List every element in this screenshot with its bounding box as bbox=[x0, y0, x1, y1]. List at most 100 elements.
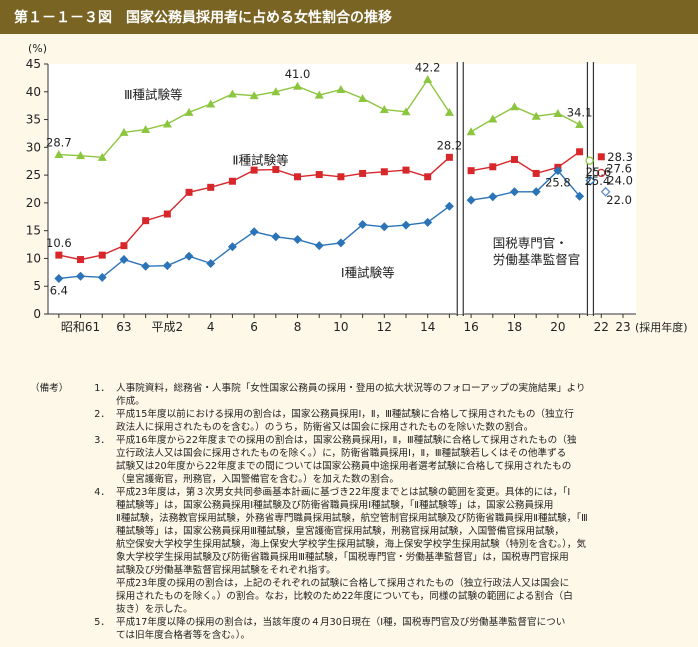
y-tick-label: 5 bbox=[33, 279, 41, 293]
data-label: 6.4 bbox=[50, 283, 68, 297]
series-label: 労働基準監督官 bbox=[493, 252, 581, 267]
note-line: 抜き）を示した。 bbox=[116, 604, 193, 615]
data-point-1 bbox=[119, 127, 129, 136]
x-tick-label: 8 bbox=[294, 320, 302, 334]
data-point-3 bbox=[336, 238, 346, 248]
note-line: 種試験等」は，国家公務員採用Ⅲ種試験，皇宮護衛官採用試験，刑務官採用試験，入国警… bbox=[116, 526, 564, 537]
data-point-1 bbox=[531, 111, 541, 120]
axis-break-gap bbox=[586, 62, 595, 314]
note-line: Ⅱ種試験，法務教官採用試験，外務省専門職員採用試験，航空管制官採用試験及び防衛省… bbox=[116, 513, 588, 524]
data-point-2 bbox=[380, 168, 388, 176]
data-label: 28.7 bbox=[46, 136, 72, 150]
data-label: 27.6 bbox=[606, 162, 632, 176]
x-tick-label: 14 bbox=[420, 320, 435, 334]
note-line: 平成17年度以降の採用の割合は，当該年度の４月30日現在（Ⅰ種，国税専門官及び労… bbox=[116, 617, 566, 628]
note-line: 人事院資料，総務省・人事院「女性国家公務員の採用・登用の拡大状況等のフォローアッ… bbox=[116, 383, 586, 394]
note-line: （皇宮護衛官，刑務官，入国警備官を含む。）を加えた数の割合。 bbox=[116, 474, 400, 485]
data-point-2 bbox=[55, 251, 63, 259]
y-tick-label: 40 bbox=[26, 85, 41, 99]
open-marker-type2 bbox=[597, 168, 606, 178]
data-label: 42.2 bbox=[415, 61, 441, 75]
axis-break-gap bbox=[456, 62, 465, 314]
line-chart: 0 5 10 15 20 25 30 35 40 45 (%) 昭和61 63 平成2 4 6 8 10 12 14 1… bbox=[26, 42, 688, 334]
series-label: 国税専門官・ bbox=[493, 235, 568, 250]
note-line: 航空保安大学校学生採用試験，海上保安大学校学生採用試験，海上保安学校学生採用試験… bbox=[116, 539, 587, 550]
x-tick-label: 22 bbox=[594, 320, 609, 334]
x-tick-label: 16 bbox=[463, 320, 478, 334]
data-point-3 bbox=[141, 261, 151, 271]
data-point-1 bbox=[379, 105, 389, 114]
data-label: 22.0 bbox=[606, 193, 632, 207]
series-label: Ⅰ種試験等 bbox=[341, 265, 395, 280]
data-point-1 bbox=[141, 125, 151, 134]
x-tick-label: 6 bbox=[250, 320, 258, 334]
note-number: 1． bbox=[94, 383, 110, 394]
data-point-1 bbox=[553, 108, 563, 117]
data-point-3 bbox=[162, 261, 172, 271]
x-tick-label: 昭和61 bbox=[61, 320, 100, 334]
y-unit-label: (%) bbox=[28, 42, 47, 55]
note-text: 平成23年度は，第３次男女共同参画基本計画に基づき22年度までとは試験の範囲を変… bbox=[116, 486, 670, 616]
y-tick-label: 10 bbox=[26, 251, 41, 265]
data-point-1 bbox=[227, 89, 237, 98]
note-number: 4． bbox=[94, 487, 110, 498]
data-point-3 bbox=[314, 241, 324, 251]
note-line: 平成23年度の採用の割合は，上記のそれぞれの試験に合格して採用されたもの（独立行… bbox=[116, 578, 570, 589]
data-point-2 bbox=[467, 167, 475, 175]
data-label: 25.8 bbox=[545, 176, 571, 190]
data-point-2 bbox=[163, 210, 171, 218]
note-item: 5． 平成17年度以降の採用の割合は，当該年度の４月30日現在（Ⅰ種，国税専門官及… bbox=[30, 616, 670, 642]
data-point-2 bbox=[532, 169, 540, 177]
data-point-1 bbox=[423, 75, 433, 84]
note-number: 3． bbox=[94, 435, 110, 446]
data-point-3 bbox=[444, 201, 454, 211]
series-line-2 bbox=[470, 151, 581, 175]
data-point-1 bbox=[97, 152, 107, 161]
x-tick-label: 20 bbox=[550, 320, 565, 334]
data-point-1 bbox=[293, 81, 303, 90]
note-head bbox=[30, 434, 90, 486]
note-line: 象大学校学生採用試験及び防衛省職員採用Ⅲ種試験，「国税専門官・労働基準監督官」は… bbox=[116, 552, 569, 563]
y-tick-label: 45 bbox=[26, 57, 41, 71]
data-point-2 bbox=[294, 173, 302, 181]
notes: （備考） 1． 人事院資料，総務省・人事院「女性国家公務員の採用・登用の拡大状況等の… bbox=[30, 382, 670, 642]
open-marker-kokuzei bbox=[600, 186, 611, 197]
note-line: 平成16年度から22年度までの採用の割合は，国家公務員採用Ⅰ，Ⅱ，Ⅲ種試験に合格… bbox=[116, 435, 577, 446]
data-point-2 bbox=[228, 177, 236, 185]
data-point-2 bbox=[337, 173, 345, 181]
data-point-2 bbox=[250, 166, 258, 174]
note-head bbox=[30, 486, 90, 616]
data-label: 41.0 bbox=[285, 67, 311, 81]
note-line: 作成。 bbox=[116, 396, 145, 407]
x-tick-label: 12 bbox=[377, 320, 392, 334]
data-point-2 bbox=[315, 171, 323, 179]
data-point-1 bbox=[401, 107, 411, 116]
data-point-1 bbox=[509, 102, 519, 111]
data-point-3 bbox=[358, 220, 368, 230]
data-point-2 bbox=[510, 156, 518, 164]
data-point-3 bbox=[379, 222, 389, 232]
plot-area bbox=[48, 64, 636, 314]
data-point-3 bbox=[184, 251, 194, 261]
note-line: 平成23年度は，第３次男女共同参画基本計画に基づき22年度までとは試験の範囲を変… bbox=[116, 487, 571, 498]
note-line: 採用されたものを除く。）の割合。なお，比較のため22年度についても，同様の試験の… bbox=[116, 591, 573, 602]
data-point-2 bbox=[489, 163, 497, 171]
note-line: 試験及び労働基準監督官採用試験をそれぞれ指す。 bbox=[116, 565, 336, 576]
data-point-2 bbox=[424, 173, 432, 181]
title-bar: 第１－１－３図 国家公務員採用者に占める女性割合の推移 bbox=[0, 0, 698, 34]
y-tick-label: 20 bbox=[26, 196, 41, 210]
note-line: 試験又は20年度から22年度までの間については国家公務員中途採用者選考試験に合格… bbox=[116, 461, 572, 472]
data-point-3 bbox=[575, 191, 585, 201]
note-text: 平成15年度以前における採用の割合は，国家公務員採用Ⅰ，Ⅱ，Ⅲ種試験に合格して採… bbox=[116, 408, 670, 434]
open-marker-type1 bbox=[585, 175, 596, 186]
data-label: 34.1 bbox=[567, 106, 593, 120]
data-label: 28.3 bbox=[607, 150, 633, 164]
data-label: 24.0 bbox=[607, 174, 633, 188]
x-tick-label: 23 bbox=[615, 320, 630, 334]
data-point-1 bbox=[76, 151, 86, 160]
x-tick-label: 4 bbox=[207, 320, 215, 334]
data-label: 28.2 bbox=[437, 138, 463, 152]
data-point-2 bbox=[98, 251, 106, 259]
data-point-1 bbox=[336, 85, 346, 94]
note-head bbox=[30, 616, 90, 642]
